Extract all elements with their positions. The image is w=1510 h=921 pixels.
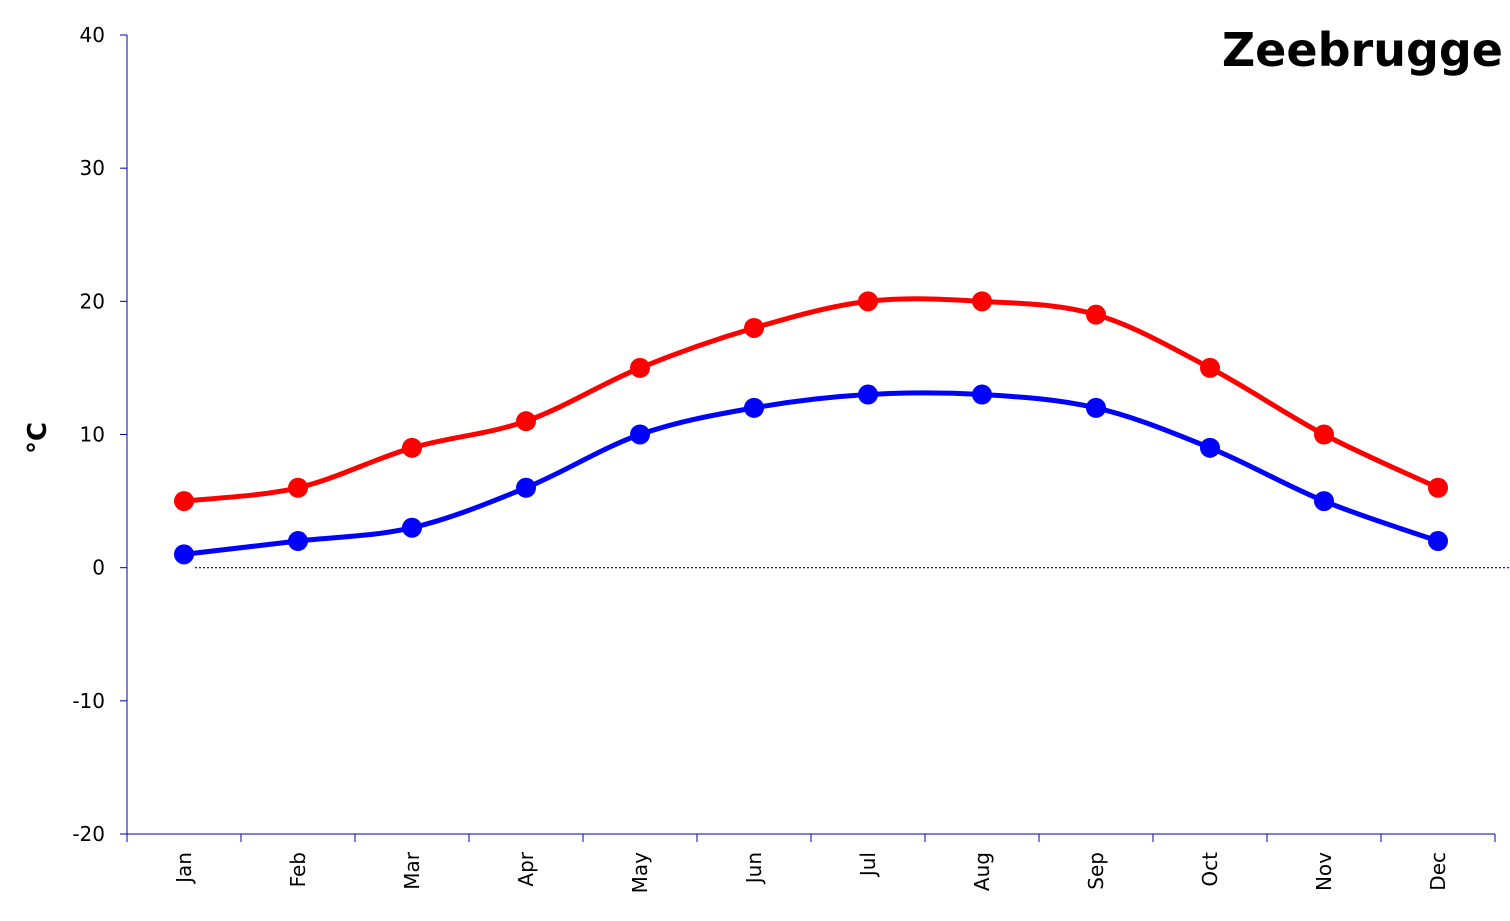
y-tick-label: 40	[80, 23, 105, 47]
x-tick-label: Aug	[970, 852, 994, 891]
data-point-max	[972, 291, 992, 312]
x-tick-label: Oct	[1198, 852, 1222, 887]
data-point-min	[1314, 491, 1334, 512]
x-tick-label: Dec	[1426, 852, 1450, 891]
data-point-max	[288, 477, 308, 498]
data-point-max	[516, 411, 536, 432]
y-axis-label: °C	[23, 422, 53, 454]
y-tick-label: 0	[92, 556, 105, 580]
y-tick-label: -10	[72, 689, 105, 713]
y-tick-label: -20	[72, 822, 105, 846]
data-point-min	[1200, 437, 1220, 458]
data-point-max	[1200, 357, 1220, 378]
data-point-max	[744, 317, 764, 338]
x-tick-label: May	[628, 852, 652, 894]
data-point-min	[744, 397, 764, 418]
data-point-min	[288, 531, 308, 552]
data-point-max	[858, 291, 878, 312]
data-point-max	[1086, 304, 1106, 325]
x-tick-label: Feb	[286, 852, 310, 887]
x-tick-label: Jul	[856, 852, 880, 878]
data-point-min	[1428, 531, 1448, 552]
data-point-max	[1314, 424, 1334, 445]
series-line-max	[183, 296, 1440, 504]
chart-title: Zeebrugge	[1222, 23, 1503, 77]
y-tick-label: 20	[80, 289, 105, 313]
x-tick-label: Mar	[400, 851, 424, 890]
data-point-min	[516, 477, 536, 498]
data-point-min	[972, 384, 992, 405]
data-point-max	[1428, 477, 1448, 498]
x-tick-label: Jun	[742, 852, 766, 885]
y-tick-label: 10	[80, 423, 105, 447]
data-point-min	[1086, 397, 1106, 418]
data-point-max	[402, 437, 422, 458]
x-tick-label: Nov	[1312, 852, 1336, 891]
data-point-min	[174, 544, 194, 565]
data-point-max	[630, 357, 650, 378]
y-tick-label: 30	[80, 156, 105, 180]
x-tick-label: Apr	[514, 851, 538, 886]
x-tick-label: Sep	[1084, 852, 1108, 890]
data-point-min	[402, 517, 422, 538]
data-point-min	[858, 384, 878, 405]
data-point-min	[630, 424, 650, 445]
series-line-min	[183, 390, 1439, 557]
data-point-max	[174, 491, 194, 512]
x-tick-label: Jan	[172, 852, 196, 885]
